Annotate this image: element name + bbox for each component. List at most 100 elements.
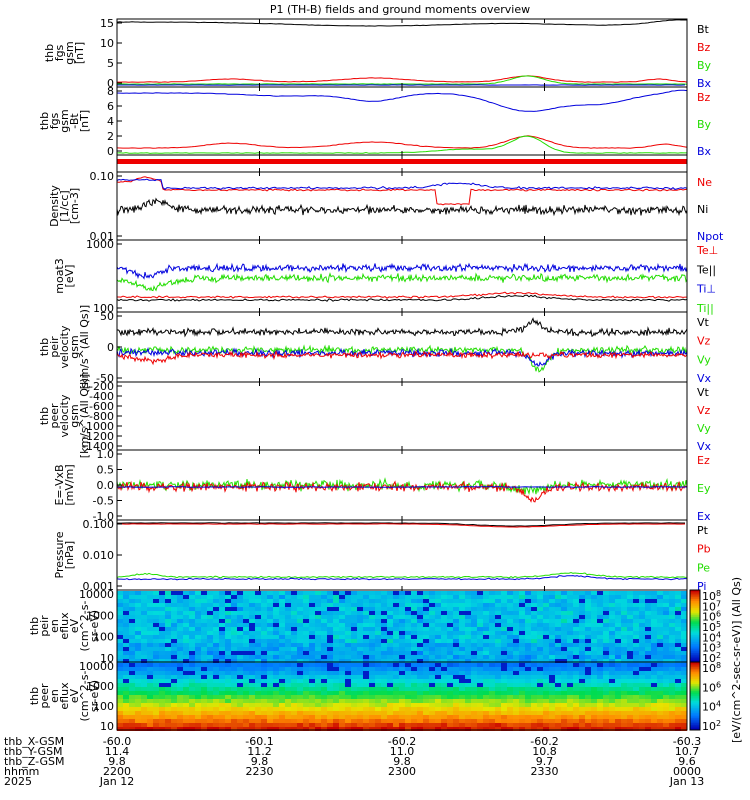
y-axis-label: thb xyxy=(38,112,51,130)
panel-content xyxy=(117,19,687,86)
x-tick-value: -60.0 xyxy=(103,735,131,748)
y-axis-label: -Bt xyxy=(68,113,81,129)
y-tick-label: 10 xyxy=(100,37,114,50)
y-axis-label: moat3 xyxy=(53,258,66,294)
panel-content xyxy=(117,176,687,217)
colorbar-tick-label: 106 xyxy=(702,680,721,694)
legend-Pe: Pe xyxy=(697,561,710,574)
panel-3: 0.10 0.01 Density[1/cc][cm-3] Ne Ni Npot xyxy=(48,170,724,243)
y-axis-label: gsm xyxy=(63,41,76,64)
y-tick-label: 0.01 xyxy=(90,230,115,243)
y-tick-label: 10000 xyxy=(79,588,114,601)
x-tick-value: 9.6 xyxy=(678,755,696,768)
panel-frame xyxy=(116,18,688,88)
x-tick-value: -60.2 xyxy=(530,735,558,748)
series-pb xyxy=(117,523,686,528)
x-tick-value: 9.8 xyxy=(108,755,126,768)
y-tick-label: -800 xyxy=(89,410,114,423)
y-axis-label: gsm xyxy=(68,335,81,358)
legend-Ey: Ey xyxy=(697,482,711,495)
series-te-par xyxy=(117,294,687,302)
panel-content xyxy=(117,262,687,302)
series-pi xyxy=(117,575,687,581)
y-axis-label: thb xyxy=(28,617,41,635)
y-tick-label: 10 xyxy=(100,720,114,733)
y-axis-label: [mV/m] xyxy=(63,464,76,505)
legend-Ti⊥: Ti⊥ xyxy=(696,283,716,296)
y-tick-label: 0 xyxy=(107,145,114,158)
x-tick-value: -60.1 xyxy=(245,735,273,748)
x-tick-value: 11.4 xyxy=(105,745,130,758)
colorbar-tick-label: 108 xyxy=(702,589,721,603)
y-axis-label: [km/s^(All Qs)] xyxy=(78,305,91,389)
y-axis-label: velocity xyxy=(58,325,71,368)
panel-8: 0.100 0.010 0.001 Pressure[nPa] Pt Pb Pe Pi xyxy=(53,518,711,593)
legend-Ti||: Ti|| xyxy=(696,302,714,315)
y-axis-label: peir xyxy=(48,336,61,358)
legend-Vx: Vx xyxy=(697,372,712,385)
y-axis-label: E=-VxB xyxy=(53,464,66,505)
y-tick-label: -1400 xyxy=(82,440,114,453)
y-axis-label: [1/cc] xyxy=(58,190,71,221)
series-ti-par xyxy=(117,272,687,292)
y-tick-label: 0 xyxy=(107,341,114,354)
y-axis-label: thb xyxy=(38,407,51,425)
legend-Vy: Vy xyxy=(697,422,711,435)
legend-Bx: Bx xyxy=(697,77,712,90)
panels-layer: 151050thbfgsgsm[nT]BtBzByBx86420thbfgsgs… xyxy=(28,17,724,733)
y-tick-label: 100 xyxy=(93,700,114,713)
y-tick-label: 1.0 xyxy=(97,448,115,461)
panel-content xyxy=(117,317,687,373)
y-tick-label: 6 xyxy=(107,100,114,113)
y-axis-label: (cm^2-s- xyxy=(78,671,91,722)
y-tick-label: -1200 xyxy=(82,430,114,443)
legend-Ne: Ne xyxy=(697,176,712,189)
legend-Vz: Vz xyxy=(697,404,711,417)
x-tick-value: -60.2 xyxy=(388,735,416,748)
panel-7: 1.0 0.5 0.0 -0.5 -1.0 E=-VxB[mV/m] Ez Ey Ex xyxy=(53,448,711,523)
colorbar-tick-label: 103 xyxy=(702,641,721,655)
colorbar-tick-label: 107 xyxy=(702,599,721,613)
y-axis-label: thb xyxy=(38,338,51,356)
legend-Vy: Vy xyxy=(697,353,711,366)
y-tick-label: 5 xyxy=(107,57,114,70)
plot-title: P1 (TH-B) fields and ground moments over… xyxy=(270,3,530,16)
series-pe xyxy=(117,571,687,579)
y-tick-label: 0.001 xyxy=(83,580,115,593)
y-axis-label: peer xyxy=(38,683,51,709)
panel-4: 1000 100 moat3[eV] Te⊥ Te|| Ti⊥ Ti|| xyxy=(53,238,718,315)
panel-frame xyxy=(116,171,688,241)
x-tick-value: 11.2 xyxy=(247,745,272,758)
y-tick-label: -200 xyxy=(89,380,114,393)
y-axis-label: eV xyxy=(68,688,81,703)
y-axis-label: fgs xyxy=(48,112,61,129)
legend-Bt: Bt xyxy=(697,23,710,36)
y-axis-label: thb xyxy=(43,44,56,62)
series-ex xyxy=(117,486,687,488)
y-axis-label: thb xyxy=(28,687,41,705)
series-by xyxy=(117,135,687,154)
legend-Pi: Pi xyxy=(697,580,706,593)
x-tick-value: 9.8 xyxy=(393,755,411,768)
series-bt xyxy=(117,19,687,27)
y-axis-label: en xyxy=(48,619,61,633)
series-vz xyxy=(117,349,687,366)
y-tick-label: -1.0 xyxy=(93,510,114,523)
y-tick-label: 1000 xyxy=(86,609,114,622)
colorbar-electron: 108 106 104 102 xyxy=(689,661,721,733)
x-tick-value: 2330 xyxy=(531,765,559,778)
y-axis-label: peer xyxy=(48,403,61,429)
y-axis-label: [nT] xyxy=(78,110,91,132)
legend-Npot: Npot xyxy=(697,230,724,243)
y-tick-label: 100 xyxy=(93,302,114,315)
colorbar-tick-label: 104 xyxy=(702,630,721,644)
series-ni xyxy=(117,197,687,217)
y-axis-label: eflux xyxy=(58,612,71,640)
y-tick-label: 0.010 xyxy=(83,549,115,562)
x-tick-value: Jan 13 xyxy=(669,775,704,788)
y-axis-label: en xyxy=(48,689,61,703)
x-row-label: hhmm xyxy=(4,765,39,778)
